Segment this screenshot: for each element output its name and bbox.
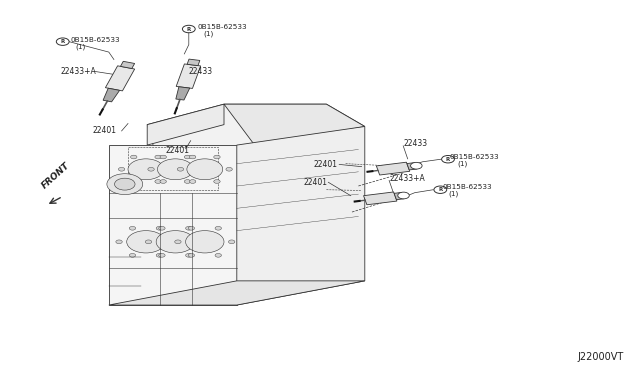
Text: 22433: 22433 (403, 140, 428, 148)
Circle shape (186, 227, 192, 230)
Polygon shape (120, 61, 134, 68)
Circle shape (215, 227, 221, 230)
Circle shape (157, 159, 193, 180)
Text: 0B15B-62533: 0B15B-62533 (70, 37, 120, 43)
Polygon shape (109, 281, 365, 305)
Circle shape (187, 159, 223, 180)
Text: 22433+A: 22433+A (389, 174, 425, 183)
Circle shape (148, 167, 154, 171)
Circle shape (145, 240, 152, 244)
Text: 0B15B-62533: 0B15B-62533 (450, 154, 500, 160)
Circle shape (156, 253, 163, 257)
Circle shape (188, 253, 195, 257)
Circle shape (189, 155, 196, 159)
Circle shape (159, 253, 165, 257)
Circle shape (159, 227, 165, 230)
Circle shape (175, 240, 181, 244)
Text: (1): (1) (457, 160, 467, 167)
Text: 22401: 22401 (314, 160, 338, 169)
Circle shape (434, 186, 447, 193)
Circle shape (182, 25, 195, 33)
Circle shape (177, 167, 184, 171)
Polygon shape (103, 88, 120, 102)
Text: (1): (1) (76, 43, 86, 50)
Circle shape (214, 180, 220, 183)
Text: (1): (1) (204, 31, 214, 37)
Circle shape (184, 180, 191, 183)
Circle shape (199, 240, 205, 244)
Polygon shape (176, 64, 201, 89)
Circle shape (442, 155, 454, 163)
Text: R: R (446, 157, 450, 162)
Circle shape (160, 180, 166, 183)
Circle shape (186, 253, 192, 257)
Circle shape (156, 231, 195, 253)
Circle shape (167, 167, 173, 171)
Circle shape (118, 167, 125, 171)
Circle shape (107, 174, 143, 195)
Text: R: R (438, 187, 442, 192)
Circle shape (160, 155, 166, 159)
Text: 22401: 22401 (304, 178, 328, 187)
Circle shape (214, 155, 220, 159)
Circle shape (155, 180, 161, 183)
Circle shape (189, 180, 196, 183)
Polygon shape (394, 192, 404, 200)
Circle shape (156, 227, 163, 230)
Text: 22401: 22401 (93, 126, 116, 135)
Text: 22401: 22401 (165, 146, 189, 155)
Circle shape (228, 240, 235, 244)
Text: R: R (187, 26, 191, 32)
Polygon shape (109, 145, 237, 305)
Circle shape (56, 38, 69, 45)
Circle shape (155, 155, 161, 159)
Circle shape (398, 192, 410, 199)
Text: 0B15B-62533: 0B15B-62533 (442, 185, 492, 190)
Text: FRONT: FRONT (40, 161, 72, 191)
Circle shape (129, 253, 136, 257)
Circle shape (128, 159, 164, 180)
Circle shape (411, 163, 422, 169)
Polygon shape (376, 162, 410, 175)
Circle shape (170, 240, 176, 244)
Circle shape (129, 227, 136, 230)
Polygon shape (237, 126, 365, 305)
Polygon shape (407, 163, 417, 170)
Polygon shape (187, 59, 200, 65)
Polygon shape (224, 104, 365, 147)
Circle shape (127, 231, 165, 253)
Circle shape (184, 155, 191, 159)
Circle shape (131, 155, 137, 159)
Polygon shape (106, 66, 134, 91)
Circle shape (131, 180, 137, 183)
Circle shape (215, 253, 221, 257)
Circle shape (116, 240, 122, 244)
Circle shape (188, 227, 195, 230)
Circle shape (196, 167, 203, 171)
Polygon shape (147, 104, 224, 145)
Text: 22433+A: 22433+A (61, 67, 97, 76)
Text: J22000VT: J22000VT (578, 352, 624, 362)
Circle shape (186, 231, 224, 253)
Polygon shape (147, 104, 365, 147)
Polygon shape (364, 192, 397, 205)
Text: (1): (1) (448, 191, 458, 198)
Text: R: R (61, 39, 65, 44)
Circle shape (115, 178, 135, 190)
Circle shape (226, 167, 232, 171)
Polygon shape (176, 87, 189, 100)
Text: 0B15B-62533: 0B15B-62533 (197, 24, 247, 30)
Text: 22433: 22433 (189, 67, 213, 76)
